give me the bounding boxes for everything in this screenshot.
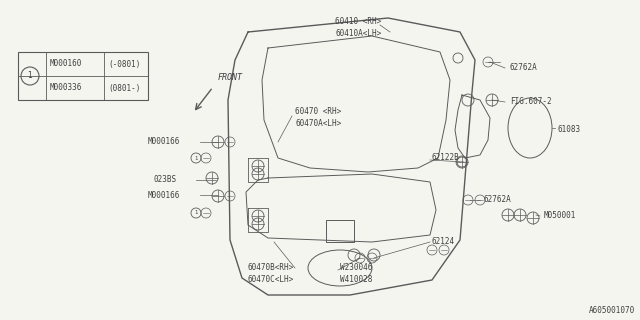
Text: 62762A: 62762A xyxy=(510,63,538,73)
Text: 60470B<RH>: 60470B<RH> xyxy=(248,263,294,273)
Text: 61083: 61083 xyxy=(558,125,581,134)
Text: FIG.607-2: FIG.607-2 xyxy=(510,98,552,107)
Text: 60410A<LH>: 60410A<LH> xyxy=(335,29,381,38)
Text: 62124: 62124 xyxy=(432,237,455,246)
Text: 60470A<LH>: 60470A<LH> xyxy=(295,119,341,129)
Text: M050001: M050001 xyxy=(544,212,577,220)
Text: W410028: W410028 xyxy=(340,276,372,284)
Text: 1: 1 xyxy=(195,156,198,161)
Text: M000160: M000160 xyxy=(50,60,83,68)
Text: M000166: M000166 xyxy=(148,190,180,199)
Text: (0801-): (0801-) xyxy=(108,84,140,92)
Text: 1: 1 xyxy=(195,211,198,215)
Text: 60470C<LH>: 60470C<LH> xyxy=(248,276,294,284)
Text: (-0801): (-0801) xyxy=(108,60,140,68)
Text: 023BS: 023BS xyxy=(154,175,177,185)
Text: FRONT: FRONT xyxy=(218,73,243,82)
Text: 62122B: 62122B xyxy=(432,154,460,163)
Text: M000166: M000166 xyxy=(148,138,180,147)
Text: 62762A: 62762A xyxy=(484,196,512,204)
Bar xyxy=(18,52,148,100)
Text: 60470 <RH>: 60470 <RH> xyxy=(295,108,341,116)
Text: M000336: M000336 xyxy=(50,84,83,92)
Text: 1: 1 xyxy=(28,71,33,81)
Text: A605001070: A605001070 xyxy=(589,306,635,315)
Bar xyxy=(326,220,354,242)
Text: W230046: W230046 xyxy=(340,263,372,273)
Text: 60410 <RH>: 60410 <RH> xyxy=(335,18,381,27)
